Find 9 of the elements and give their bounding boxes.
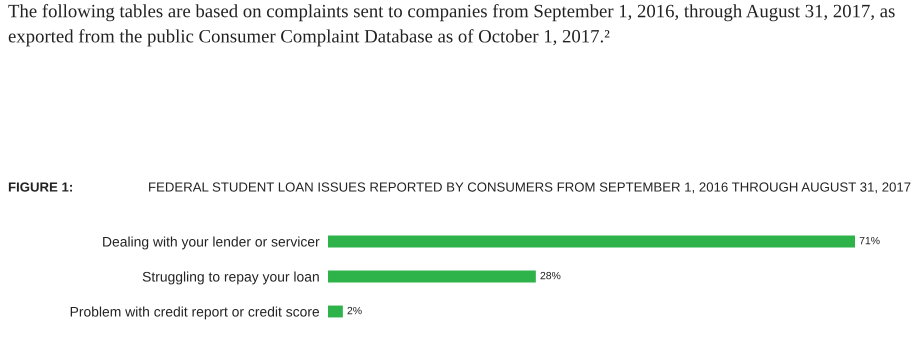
chart-title: FEDERAL STUDENT LOAN ISSUES REPORTED BY CONSUMERS FROM SEPTEMBER 1, 2016 THROUGH AUGUST 31, 2017 <box>149 182 910 194</box>
data-label: 2% <box>348 306 362 314</box>
text: The following tables are based on complaints sent to companies from September 1, 2016, through August 31, 2017, as exported from the public Consumer Complaint Database as of October 1, 2017.² <box>8 4 895 46</box>
y-tick-label: Problem with credit report or credit score <box>70 306 320 320</box>
y-tick-label: Struggling to repay your loan <box>142 271 319 284</box>
caption: FIGURE 1: <box>8 182 72 192</box>
data-label: 28% <box>540 272 560 280</box>
data-label: 71% <box>860 236 880 244</box>
y-tick-label: Dealing with your lender or servicer <box>103 236 320 250</box>
